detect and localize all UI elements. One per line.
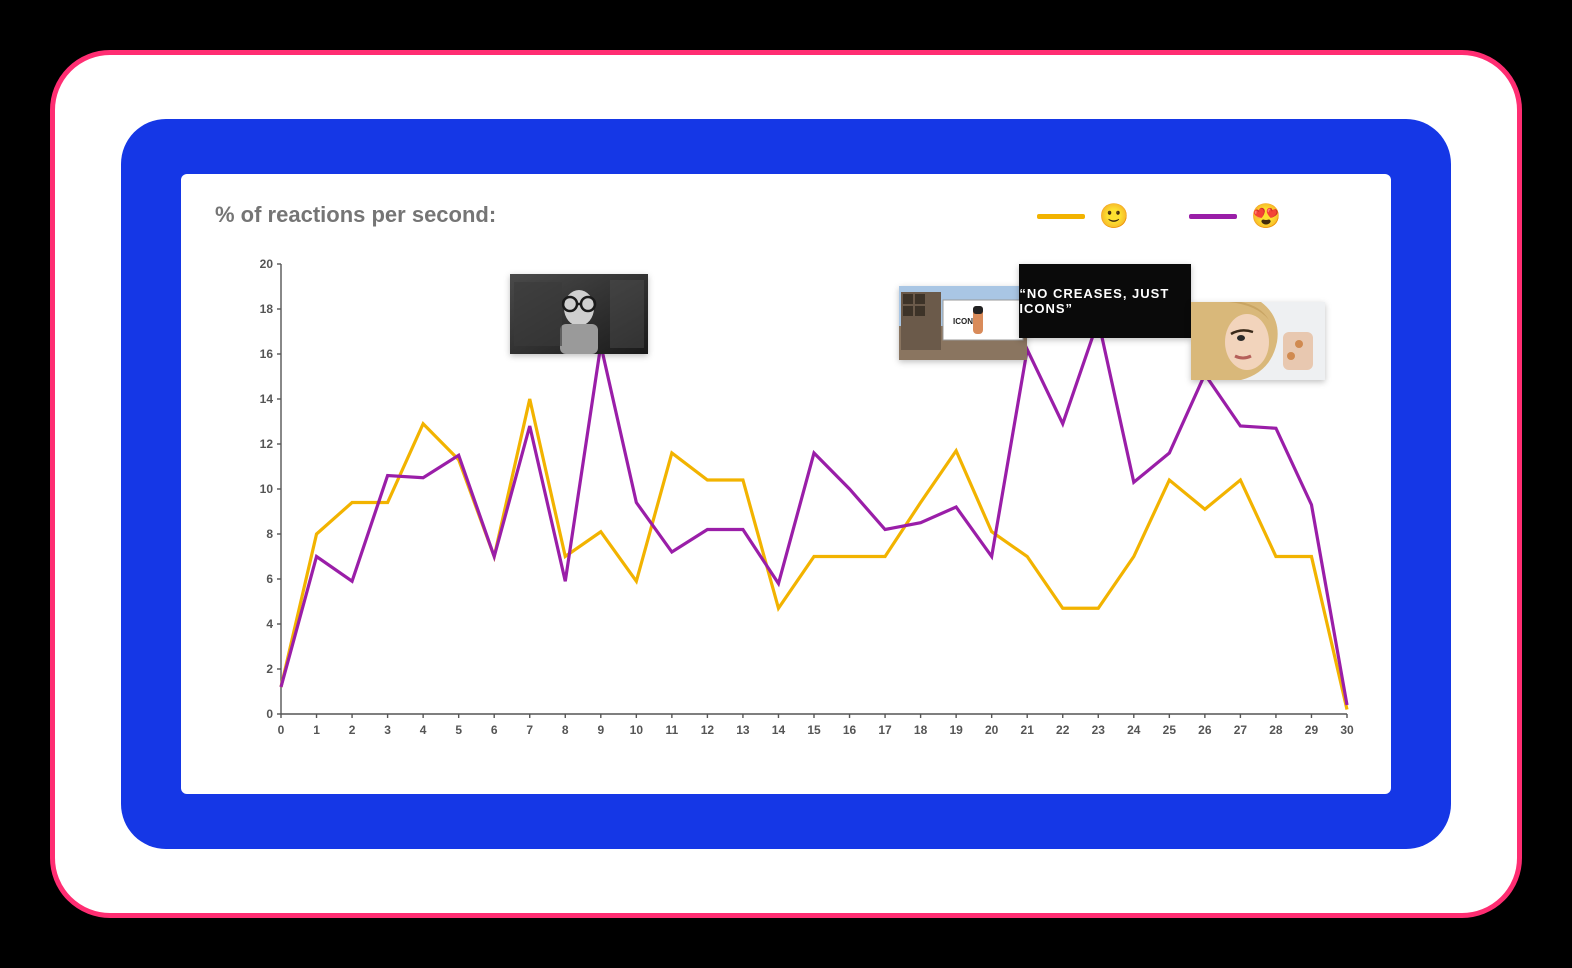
svg-text:6: 6 [491, 723, 498, 737]
svg-text:9: 9 [597, 723, 604, 737]
svg-text:29: 29 [1305, 723, 1319, 737]
svg-text:19: 19 [949, 723, 963, 737]
svg-text:12: 12 [260, 437, 274, 451]
svg-text:21: 21 [1021, 723, 1035, 737]
svg-text:28: 28 [1269, 723, 1283, 737]
svg-text:30: 30 [1340, 723, 1354, 737]
svg-text:2: 2 [266, 662, 273, 676]
legend-swatch-heart [1189, 214, 1237, 219]
svg-text:11: 11 [666, 723, 679, 737]
svg-text:4: 4 [420, 723, 427, 737]
svg-text:0: 0 [278, 723, 285, 737]
svg-text:0: 0 [266, 707, 273, 721]
svg-text:26: 26 [1198, 723, 1212, 737]
svg-text:7: 7 [526, 723, 533, 737]
svg-text:23: 23 [1092, 723, 1106, 737]
heart-eyes-icon: 😍 [1251, 202, 1281, 231]
svg-text:16: 16 [260, 347, 274, 361]
svg-text:13: 13 [736, 723, 750, 737]
svg-text:8: 8 [266, 527, 273, 541]
svg-text:18: 18 [260, 302, 274, 316]
svg-text:20: 20 [985, 723, 999, 737]
svg-text:25: 25 [1163, 723, 1177, 737]
thumb-black-text: “NO CREASES, JUST ICONS” [1019, 264, 1191, 338]
svg-text:16: 16 [843, 723, 857, 737]
svg-text:20: 20 [260, 257, 274, 271]
svg-text:ICON: ICON [953, 317, 973, 326]
svg-text:10: 10 [260, 482, 274, 496]
svg-text:22: 22 [1056, 723, 1070, 737]
svg-text:4: 4 [266, 617, 273, 631]
svg-text:10: 10 [630, 723, 644, 737]
svg-text:18: 18 [914, 723, 928, 737]
thumb-person-bw [510, 274, 648, 354]
svg-text:1: 1 [313, 723, 320, 737]
chart-card: % of reactions per second: 🙂 😍 024681012… [181, 174, 1391, 794]
legend-item-heart: 😍 [1189, 202, 1281, 231]
svg-text:14: 14 [260, 392, 274, 406]
svg-text:27: 27 [1234, 723, 1248, 737]
legend-item-smile: 🙂 [1037, 202, 1129, 231]
smile-icon: 🙂 [1099, 202, 1129, 231]
svg-text:2: 2 [349, 723, 356, 737]
legend-swatch-smile [1037, 214, 1085, 219]
svg-text:12: 12 [701, 723, 715, 737]
blue-frame: % of reactions per second: 🙂 😍 024681012… [121, 119, 1451, 849]
svg-text:24: 24 [1127, 723, 1141, 737]
outer-frame: % of reactions per second: 🙂 😍 024681012… [50, 50, 1522, 918]
svg-text:6: 6 [266, 572, 273, 586]
svg-text:17: 17 [878, 723, 892, 737]
thumb-billboard: ICON [899, 286, 1027, 360]
thumb-model [1191, 302, 1325, 380]
plot-area: 0246810121416182001234567891011121314151… [255, 254, 1355, 746]
svg-text:14: 14 [772, 723, 786, 737]
svg-text:15: 15 [807, 723, 821, 737]
legend: 🙂 😍 [1037, 202, 1281, 231]
svg-text:8: 8 [562, 723, 569, 737]
svg-text:5: 5 [455, 723, 462, 737]
svg-text:3: 3 [384, 723, 391, 737]
